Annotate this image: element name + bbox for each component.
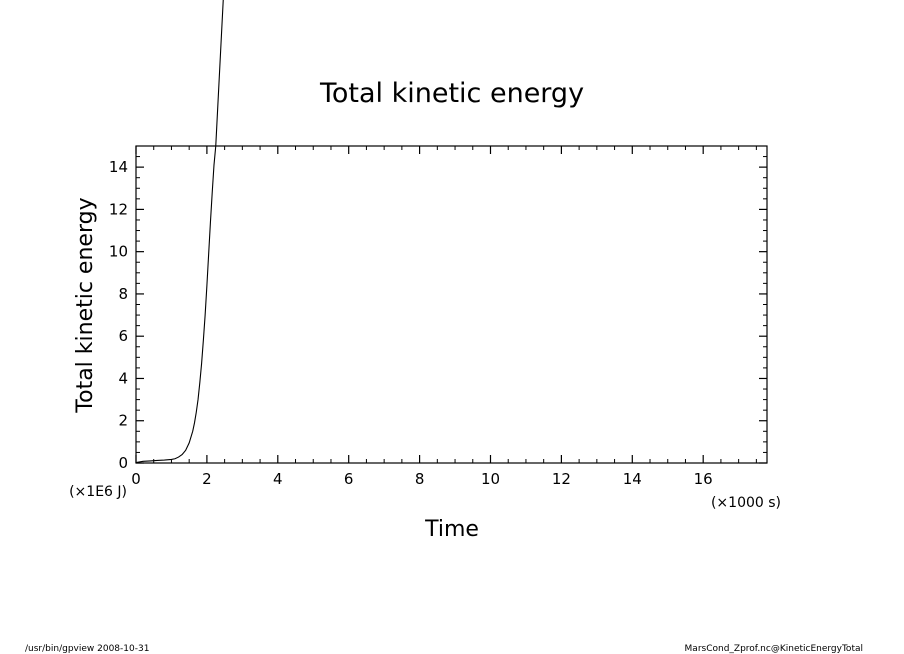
x-tick-label: 4: [273, 470, 283, 488]
y-tick-label: 8: [118, 285, 128, 303]
curve-layer: [135, 0, 224, 464]
x-axis-title: Time: [424, 517, 479, 542]
y-tick-label: 2: [118, 412, 128, 430]
y-tick-label: 6: [118, 327, 128, 345]
x-tick-label: 16: [694, 470, 713, 488]
footer-right: MarsCond_Zprof.nc@KineticEnergyTotal: [685, 644, 863, 654]
x-tick-label: 2: [202, 470, 212, 488]
x-tick-label: 12: [552, 470, 571, 488]
y-axis-title: Total kinetic energy: [73, 197, 98, 413]
series-line: [135, 0, 224, 464]
y-tick-label: 12: [109, 200, 128, 218]
y-tick-label: 4: [118, 369, 128, 387]
y-unit-label: (×1E6 J): [69, 484, 127, 500]
chart-title: Total kinetic energy: [319, 78, 584, 109]
x-tick-label: 14: [623, 470, 642, 488]
y-tick-label: 10: [109, 243, 128, 261]
x-tick-label: 0: [131, 470, 141, 488]
x-tick-label: 10: [481, 470, 500, 488]
x-tick-label: 8: [415, 470, 425, 488]
x-unit-label: (×1000 s): [711, 495, 781, 511]
y-tick-label: 0: [118, 454, 128, 472]
ticks-layer: 0 2 4 6 8 10 12 14 16 0 2 4 6 8 10 12 14: [109, 145, 767, 488]
footer-left: /usr/bin/gpview 2008-10-31: [25, 644, 149, 654]
y-tick-label: 14: [109, 158, 128, 176]
plot-frame: [135, 145, 768, 464]
x-tick-label: 6: [344, 470, 354, 488]
